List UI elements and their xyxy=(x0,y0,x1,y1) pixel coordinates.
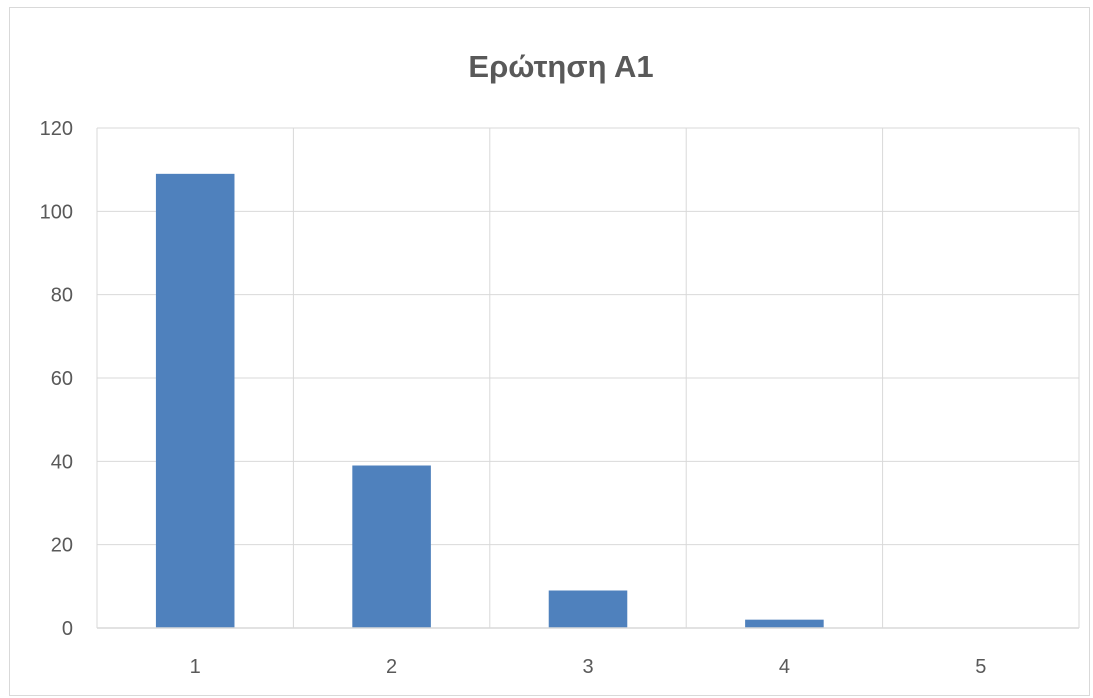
y-tick-label: 0 xyxy=(62,618,73,640)
x-tick-label: 2 xyxy=(386,656,397,678)
bars xyxy=(155,173,824,629)
x-tick-label: 5 xyxy=(975,656,986,678)
y-tick-label: 40 xyxy=(51,451,73,473)
chart-title: Ερώτηση Α1 xyxy=(468,49,653,84)
x-tick-label: 4 xyxy=(779,656,790,678)
x-tick-label: 3 xyxy=(582,656,593,678)
y-tick-label: 100 xyxy=(40,201,73,223)
y-tick-label: 80 xyxy=(51,285,73,307)
y-tick-label: 120 xyxy=(40,118,73,140)
y-tick-label: 20 xyxy=(51,535,73,557)
x-tick-label: 1 xyxy=(190,656,201,678)
bar-4 xyxy=(745,619,824,628)
y-tick-label: 60 xyxy=(51,368,73,390)
bar-1 xyxy=(155,173,235,629)
tick-labels: 0 20 40 60 80 100 120 1 2 3 4 5 xyxy=(40,118,987,678)
gridlines xyxy=(96,127,1080,628)
bar-3 xyxy=(548,590,628,628)
bar-2 xyxy=(352,465,431,628)
